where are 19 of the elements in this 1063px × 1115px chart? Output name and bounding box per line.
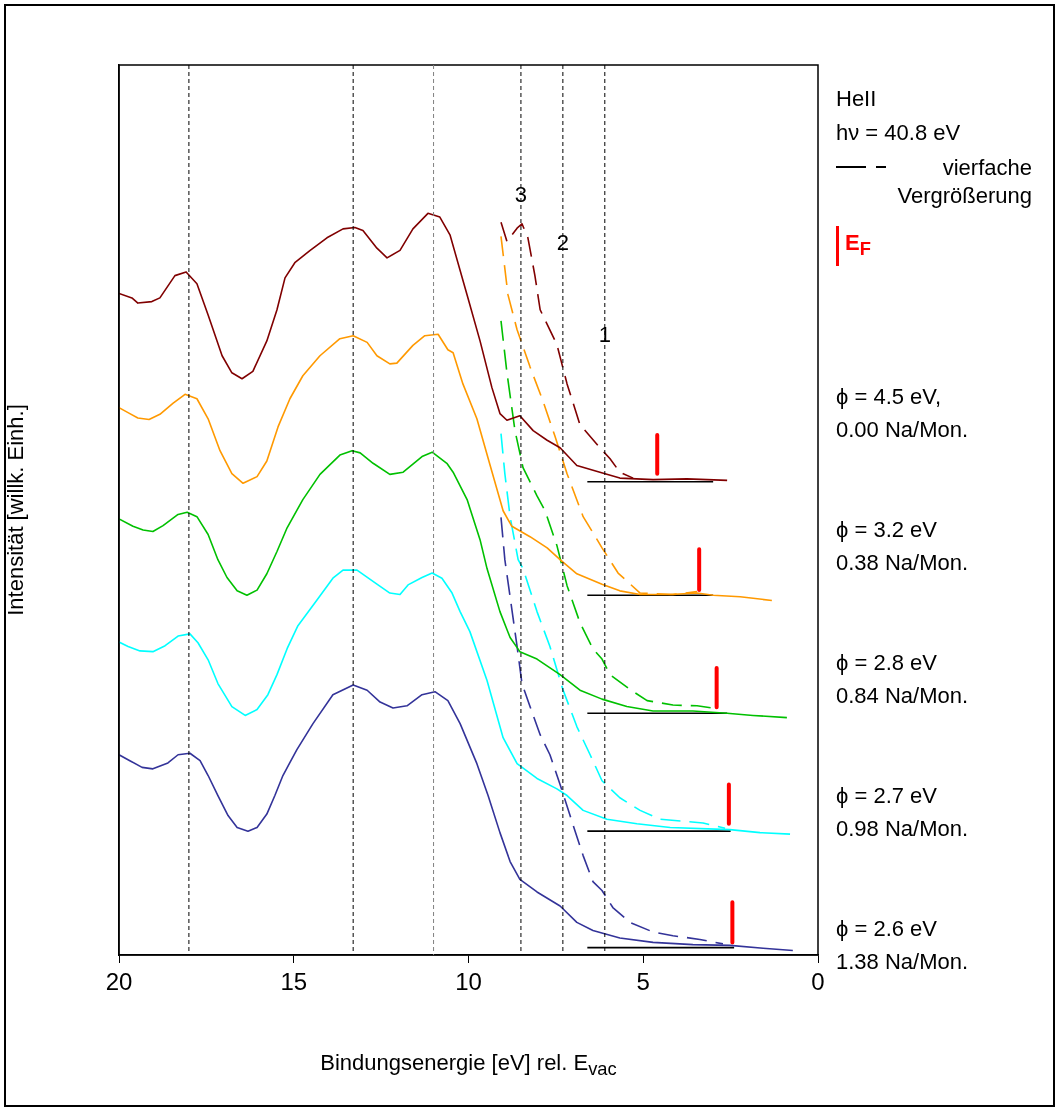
annotation: 3 [514,182,528,208]
text: ϕ = 4.5 eV, 0.00 Na/Mon. [836,383,969,444]
text: ϕ = 2.8 eV 0.84 Na/Mon. [836,649,969,710]
x-tick-label: 5 [636,968,650,996]
x-axis-title: Bindungsenergie [eV] rel. E$_{vac}$ [320,1050,617,1081]
text: ϕ = 3.2 eV 0.38 Na/Mon. [836,516,969,577]
x-tick-label: 0 [811,968,825,996]
text: hν = 40.8 eV [836,119,962,147]
text: vierfache Vergrößerung [897,155,1032,208]
text: HeII [836,85,878,113]
annotation: 2 [556,229,569,255]
x-tick-label: 15 [280,968,308,996]
annotation: 1 [598,321,611,347]
x-tick-label: 20 [105,968,133,996]
legend-label: E$_{F}$ [845,229,871,262]
x-tick-label: 10 [455,968,482,996]
text: ϕ = 2.6 eV 1.38 Na/Mon. [836,915,969,976]
text: ϕ = 2.7 eV 0.98 Na/Mon. [836,782,969,843]
y-axis-title: Intensität [willk. Einh.] [3,404,29,616]
